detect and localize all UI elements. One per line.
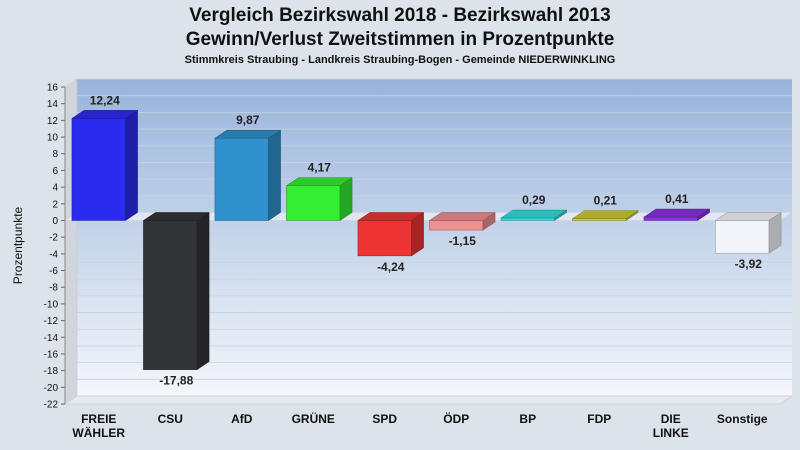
- category-label: BP: [519, 412, 536, 426]
- y-tick-label: -12: [44, 316, 59, 327]
- gridline-side: [64, 245, 78, 255]
- y-tick-label: -20: [44, 383, 59, 394]
- category-label: Sonstige: [717, 412, 768, 426]
- bar-side: [625, 210, 639, 221]
- gridline-side: [64, 262, 78, 271]
- bar: [285, 177, 353, 221]
- bar: [571, 210, 639, 221]
- value-label: 0,29: [522, 193, 546, 207]
- bar-front: [357, 220, 412, 257]
- category-label: ÖDP: [443, 411, 469, 426]
- y-tick-label: -10: [44, 299, 59, 310]
- y-tick-label: 0: [52, 216, 58, 227]
- value-label: 4,17: [308, 161, 332, 175]
- value-label: -1,15: [449, 234, 477, 248]
- y-tick-label: 14: [47, 99, 59, 110]
- gridline-side: [64, 112, 78, 121]
- bar-front: [429, 220, 484, 231]
- bar-front: [715, 220, 770, 254]
- value-label: -3,92: [735, 257, 763, 271]
- y-tick-label: 6: [52, 166, 58, 177]
- category-label: FDP: [587, 412, 611, 426]
- y-tick-label: -4: [49, 249, 58, 260]
- gridline-side: [64, 362, 78, 371]
- y-tick-label: -16: [44, 349, 59, 360]
- y-tick-label: -18: [44, 366, 59, 377]
- plot-floor: [64, 395, 793, 405]
- bar-front: [500, 217, 555, 221]
- chart-subtitle: Stimmkreis Straubing - Landkreis Straubi…: [184, 54, 616, 66]
- bar-side: [339, 177, 353, 221]
- value-label: 0,41: [665, 192, 689, 206]
- bar: [643, 208, 711, 221]
- category-label: FREIE: [81, 412, 116, 426]
- gridline-side: [64, 295, 78, 305]
- y-tick-label: -14: [44, 333, 59, 344]
- bar-side: [125, 109, 138, 221]
- bar-side: [768, 212, 782, 254]
- bar: [357, 212, 425, 257]
- bar-side: [268, 129, 281, 221]
- value-label: 0,21: [594, 194, 618, 208]
- category-label: WÄHLER: [72, 425, 125, 440]
- bar-side: [482, 212, 496, 231]
- gridline-side: [64, 78, 78, 88]
- y-tick-label: -8: [49, 283, 58, 294]
- title-line-2: Gewinn/Verlust Zweitstimmen in Prozentpu…: [185, 29, 615, 50]
- y-tick-label: 16: [47, 83, 59, 94]
- category-label: LINKE: [653, 426, 689, 440]
- y-tick-label: -22: [44, 400, 59, 411]
- bar-side: [196, 212, 210, 371]
- category-label: DIE: [661, 412, 681, 426]
- chart-title: Vergleich Bezirkswahl 2018 - Bezirkswahl…: [0, 4, 800, 52]
- gridline-side: [64, 378, 78, 388]
- bar-side: [554, 209, 567, 221]
- gridline-side: [64, 228, 78, 238]
- title-line-1: Vergleich Bezirkswahl 2018 - Bezirkswahl…: [189, 5, 611, 26]
- y-tick-label: 2: [52, 199, 58, 210]
- y-tick-label: -6: [49, 266, 58, 277]
- bar: [428, 212, 496, 231]
- bar-front: [71, 118, 126, 221]
- gridline-side: [64, 278, 78, 288]
- y-tick-label: 12: [47, 116, 59, 127]
- category-label: AfD: [231, 412, 253, 426]
- value-label: -4,24: [377, 260, 405, 274]
- y-tick-label: 10: [47, 133, 59, 144]
- gridline-side: [64, 328, 78, 338]
- bar-side: [697, 208, 710, 221]
- y-tick-label: 8: [52, 149, 58, 160]
- bar: [142, 212, 210, 371]
- bar-front: [143, 220, 198, 370]
- y-tick-label: 4: [52, 183, 58, 194]
- bar-side: [411, 212, 424, 257]
- bar-front: [214, 137, 269, 221]
- value-label: 12,24: [90, 93, 120, 107]
- gridline-side: [64, 95, 78, 105]
- y-tick-label: -2: [49, 233, 58, 244]
- value-label: 9,87: [236, 113, 260, 127]
- bar: [71, 109, 139, 221]
- category-label: GRÜNE: [292, 411, 335, 426]
- category-label: CSU: [158, 412, 183, 426]
- value-label: -17,88: [159, 374, 193, 388]
- gridline-side: [64, 395, 78, 405]
- bar: [500, 209, 568, 221]
- bar-front: [286, 185, 341, 221]
- bar-front: [572, 218, 627, 221]
- bar-front: [643, 216, 698, 221]
- gridline-side: [64, 312, 78, 321]
- gridline-side: [64, 345, 78, 355]
- bar: [214, 129, 282, 221]
- bar: [714, 212, 782, 254]
- y-axis-label: Prozentpunkte: [11, 206, 25, 284]
- category-label: SPD: [372, 412, 397, 426]
